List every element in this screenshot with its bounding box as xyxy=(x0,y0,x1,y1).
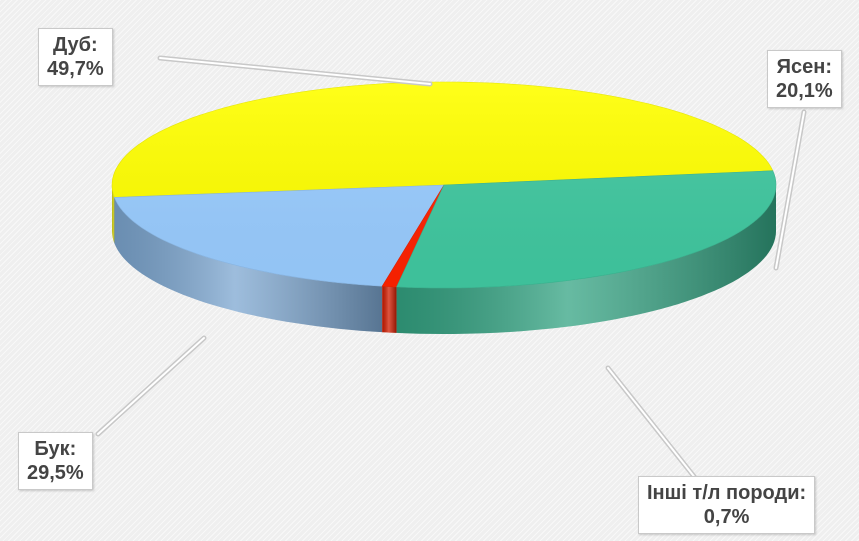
slice-value: 49,7% xyxy=(47,58,104,80)
callout-other: Інші т/л породи: 0,7% xyxy=(638,476,816,534)
pie-side-shade-other xyxy=(382,286,397,333)
slice-value: 29,5% xyxy=(27,462,84,484)
leader-line-core-oak xyxy=(159,57,431,85)
leader-line-core-ash xyxy=(775,111,805,269)
leader-line-core-other xyxy=(607,367,701,485)
pie-side-shade-ash xyxy=(114,197,383,333)
slice-label: Дуб: xyxy=(53,34,98,56)
pie-side-shade-beech xyxy=(396,185,776,334)
pie-tops xyxy=(111,81,777,289)
pie-side-shade-oak xyxy=(112,185,115,244)
pie-top-gloss xyxy=(112,82,776,288)
callout-ash: Ясен: 20,1% xyxy=(767,50,842,108)
slice-label: Бук: xyxy=(34,438,77,460)
callout-beech: Бук: 29,5% xyxy=(18,432,93,490)
pie-sides xyxy=(112,185,776,334)
leader-lines xyxy=(95,55,807,487)
slice-label: Ясен: xyxy=(776,56,833,78)
slice-value: 0,7% xyxy=(703,506,750,528)
callout-oak: Дуб: 49,7% xyxy=(38,28,113,86)
slice-label: Інші т/л породи: xyxy=(647,482,807,504)
slice-value: 20,1% xyxy=(776,80,833,102)
leader-line-core-beech xyxy=(97,337,205,435)
